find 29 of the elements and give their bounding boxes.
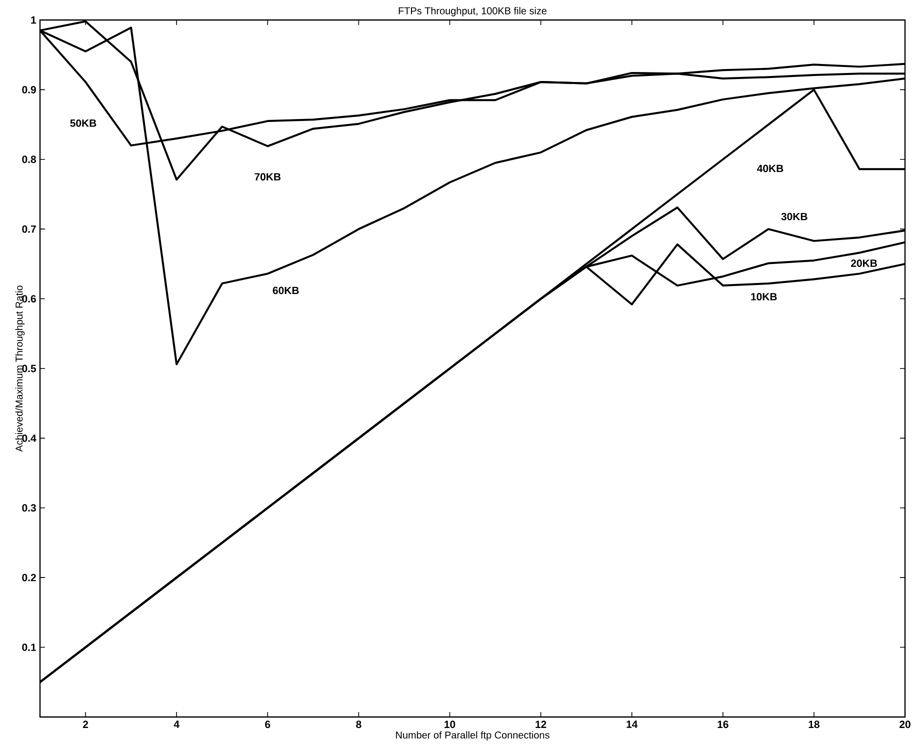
x-axis-title: Number of Parallel ftp Connections (396, 731, 550, 741)
x-tick-label: 20 (900, 720, 910, 728)
x-tick-label: 16 (718, 720, 728, 728)
y-tick-label: 1 (31, 16, 36, 24)
x-tick-label: 18 (808, 720, 820, 728)
series-label: 50KB (70, 119, 96, 127)
y-tick-label: 0.1 (22, 644, 36, 651)
series-label: 10KB (751, 292, 777, 300)
y-tick-label: 0.6 (22, 295, 36, 302)
x-tick-label: 2 (82, 720, 88, 728)
y-tick-label: 0.9 (22, 86, 36, 94)
text: 40KB (757, 164, 784, 172)
text: 70KB (254, 173, 281, 181)
series-label: 20KB (851, 260, 877, 267)
x-tick-label: 10 (444, 720, 456, 728)
series-label: 30KB (781, 212, 808, 220)
x-tick-label: 12 (536, 720, 546, 728)
x-tick-label: 4 (174, 720, 180, 728)
y-tick-label: 0.7 (22, 225, 36, 233)
chart-title: FTPs Throughput, 100KB file size (398, 7, 547, 16)
y-tick-label: 0.3 (22, 504, 36, 512)
y-tick-label: 0.4 (22, 434, 36, 442)
x-tick-label: 6 (265, 720, 270, 728)
x-tick-label: 8 (356, 720, 362, 728)
y-tick-label: 0.8 (22, 156, 36, 164)
y-tick-label: 0.5 (22, 364, 36, 372)
y-tick-label: 0.2 (22, 574, 36, 582)
series-label: 60KB (272, 286, 299, 294)
x-tick-label: 14 (626, 720, 638, 728)
